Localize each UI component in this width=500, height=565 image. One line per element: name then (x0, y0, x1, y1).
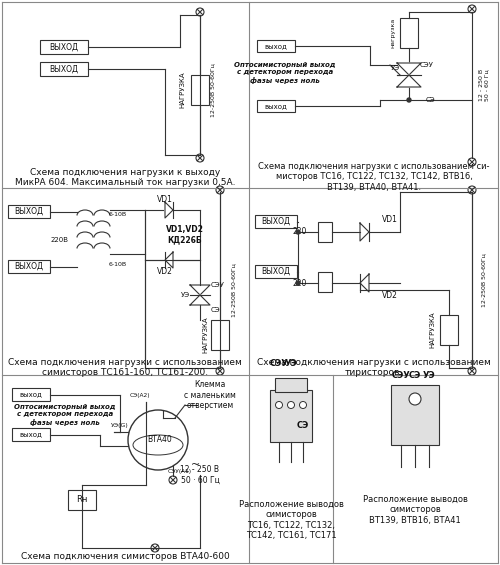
Bar (40, 62, 88, 76)
Bar (68, 490, 96, 510)
Text: 12 - 250 В
50 · 60 Гц: 12 - 250 В 50 · 60 Гц (180, 466, 220, 485)
Text: НАГРУЗКА: НАГРУЗКА (202, 317, 208, 353)
Text: Схема подключения нагрузки с использованием си-
мисторов ТС16, ТС122, ТС132, ТС1: Схема подключения нагрузки с использован… (258, 162, 490, 192)
Bar (211, 320, 229, 350)
Polygon shape (360, 223, 369, 241)
Text: Схема подключения симисторов ВТА40-600: Схема подключения симисторов ВТА40-600 (20, 552, 230, 561)
Text: 12-250В 50-60Гц: 12-250В 50-60Гц (482, 253, 486, 307)
Bar (8, 205, 50, 218)
Text: выход: выход (20, 432, 42, 437)
Bar (191, 75, 209, 105)
Circle shape (407, 98, 411, 102)
Text: СЭ: СЭ (210, 307, 220, 313)
Text: VD2: VD2 (382, 290, 398, 299)
Text: Оптосимисторный выход
с детектором перехода
фазы через ноль: Оптосимисторный выход с детектором перех… (234, 62, 336, 84)
Bar (318, 272, 332, 292)
Circle shape (296, 230, 300, 234)
Bar (391, 385, 439, 445)
Polygon shape (165, 252, 173, 268)
Text: ВЫХОД: ВЫХОД (262, 217, 290, 226)
Bar (318, 222, 332, 242)
Text: СЭ(А2): СЭ(А2) (130, 393, 150, 398)
Text: VD1: VD1 (157, 195, 173, 205)
Text: УЭ(G): УЭ(G) (111, 424, 129, 428)
Text: ВЫХОД: ВЫХОД (14, 262, 44, 271)
Bar (257, 100, 295, 112)
Text: СЭУ: СЭУ (211, 282, 225, 288)
Text: Rн: Rн (76, 496, 88, 505)
Bar (275, 378, 307, 392)
Text: VD1,VD2
КД226Б: VD1,VD2 КД226Б (166, 225, 204, 245)
Text: выход: выход (20, 392, 42, 398)
Text: 220: 220 (293, 228, 307, 237)
Text: 220: 220 (293, 279, 307, 288)
Text: СЭ: СЭ (297, 420, 309, 429)
Text: СЭУ(А1): СЭУ(А1) (168, 470, 192, 475)
Text: УЭ: УЭ (422, 371, 436, 380)
Circle shape (276, 402, 282, 408)
Text: Оптосимисторный выход
с детектором перехода
фазы через ноль: Оптосимисторный выход с детектором перех… (14, 405, 116, 425)
Text: СЭУ: СЭУ (420, 62, 434, 68)
Text: 12 - 250 В
50 - 60 Гц: 12 - 250 В 50 - 60 Гц (478, 69, 490, 101)
Text: СЭУ: СЭУ (392, 371, 410, 380)
Text: Клемма
с маленьким
отверстием: Клемма с маленьким отверстием (184, 380, 236, 410)
Bar (255, 215, 297, 228)
Text: СЭ: СЭ (425, 97, 435, 103)
Text: 12-250В 50-60Гц: 12-250В 50-60Гц (210, 63, 216, 117)
Bar (8, 260, 50, 273)
Text: УЭ: УЭ (390, 65, 400, 71)
Text: 6-10В: 6-10В (109, 263, 127, 267)
Bar (12, 388, 50, 401)
Polygon shape (360, 274, 369, 292)
Text: VD2: VD2 (157, 267, 173, 276)
Text: Расположение выводов
симисторов
ТС16, ТС122, ТС132,
ТС142, ТС161, ТС171: Расположение выводов симисторов ТС16, ТС… (238, 500, 344, 540)
Circle shape (409, 393, 421, 405)
Text: ВЫХОД: ВЫХОД (262, 267, 290, 276)
Text: ~: ~ (192, 460, 200, 470)
Bar (400, 18, 418, 48)
Polygon shape (397, 75, 421, 87)
Text: НАГРУЗКА: НАГРУЗКА (429, 312, 435, 348)
Polygon shape (190, 285, 210, 295)
Bar (270, 390, 312, 442)
Text: СЭУ: СЭУ (270, 359, 288, 368)
Text: выход: выход (264, 43, 287, 49)
Bar (12, 428, 50, 441)
Bar (440, 315, 458, 345)
Text: ВЫХОД: ВЫХОД (50, 64, 78, 73)
Text: 220В: 220В (51, 237, 69, 243)
Text: УЭ: УЭ (180, 292, 190, 298)
Text: Схема подключения нагрузки с использованием
симисторов ТС161-160, ТС161-200.: Схема подключения нагрузки с использован… (8, 358, 242, 377)
Text: ВТА40: ВТА40 (148, 436, 172, 445)
Text: нагрузка: нагрузка (390, 18, 396, 48)
Text: ВЫХОД: ВЫХОД (14, 207, 44, 216)
Text: СЭ: СЭ (409, 371, 421, 380)
Polygon shape (165, 202, 173, 218)
Text: УЭ: УЭ (284, 359, 298, 368)
Circle shape (288, 402, 294, 408)
Bar (257, 40, 295, 52)
Text: 12-250В 50-60Гц: 12-250В 50-60Гц (232, 263, 236, 317)
Circle shape (300, 402, 306, 408)
Text: Схема подключения нагрузки с использованием
тиристоров.: Схема подключения нагрузки с использован… (257, 358, 491, 377)
Text: выход: выход (264, 103, 287, 109)
Polygon shape (397, 63, 421, 75)
Text: Схема подключения нагрузки к выходу
МикРА 604. Максимальный ток нагрузки 0,5А.: Схема подключения нагрузки к выходу МикР… (15, 168, 235, 188)
Bar (255, 265, 297, 278)
Text: ВЫХОД: ВЫХОД (50, 42, 78, 51)
Circle shape (296, 281, 300, 285)
Text: НАГРУЗКА: НАГРУЗКА (179, 72, 185, 108)
Text: Расположение выводов
симисторов
ВТ139, ВТВ16, ВТА41: Расположение выводов симисторов ВТ139, В… (362, 495, 468, 525)
Polygon shape (190, 295, 210, 305)
Text: VD1: VD1 (382, 215, 398, 224)
Bar (40, 40, 88, 54)
Text: 6-10В: 6-10В (109, 212, 127, 218)
